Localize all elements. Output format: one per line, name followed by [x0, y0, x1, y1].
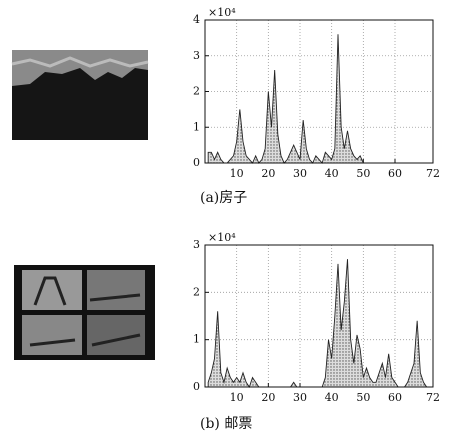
y-tick-label: 4	[193, 13, 200, 26]
house-image	[11, 50, 149, 140]
x-tick-label: 50	[356, 391, 370, 404]
exponent-label: ×10⁴	[208, 6, 236, 19]
x-tick-label: 20	[261, 391, 275, 404]
area	[207, 259, 433, 389]
exponent-label: ×10⁴	[208, 231, 236, 244]
y-tick-label: 1	[193, 120, 200, 133]
x-tick-label: 60	[388, 167, 402, 180]
stamp-image	[14, 265, 155, 360]
x-tick-label: 72	[426, 391, 440, 404]
x-tick-label: 30	[293, 391, 307, 404]
y-tick-label: 2	[193, 285, 200, 298]
x-tick-label: 40	[325, 167, 339, 180]
x-tick-label: 50	[356, 167, 370, 180]
y-tick-label: 0	[193, 156, 200, 169]
x-tick-label: 10	[230, 391, 244, 404]
plot-frame	[204, 19, 434, 164]
y-tick-label: 3	[193, 238, 200, 251]
x-tick-label: 60	[388, 391, 402, 404]
plot-frame	[204, 244, 434, 388]
caption: (b) 邮票	[200, 416, 252, 432]
y-tick-label: 2	[193, 85, 200, 98]
x-tick-label: 10	[230, 167, 244, 180]
x-tick-label: 72	[426, 167, 440, 180]
y-tick-label: 1	[193, 333, 200, 346]
y-tick-label: 3	[193, 49, 200, 62]
area	[207, 34, 433, 164]
x-tick-label: 30	[293, 167, 307, 180]
caption: (a)房子	[200, 190, 247, 206]
y-tick-label: 0	[193, 380, 200, 393]
x-tick-label: 40	[325, 391, 339, 404]
x-tick-label: 20	[261, 167, 275, 180]
